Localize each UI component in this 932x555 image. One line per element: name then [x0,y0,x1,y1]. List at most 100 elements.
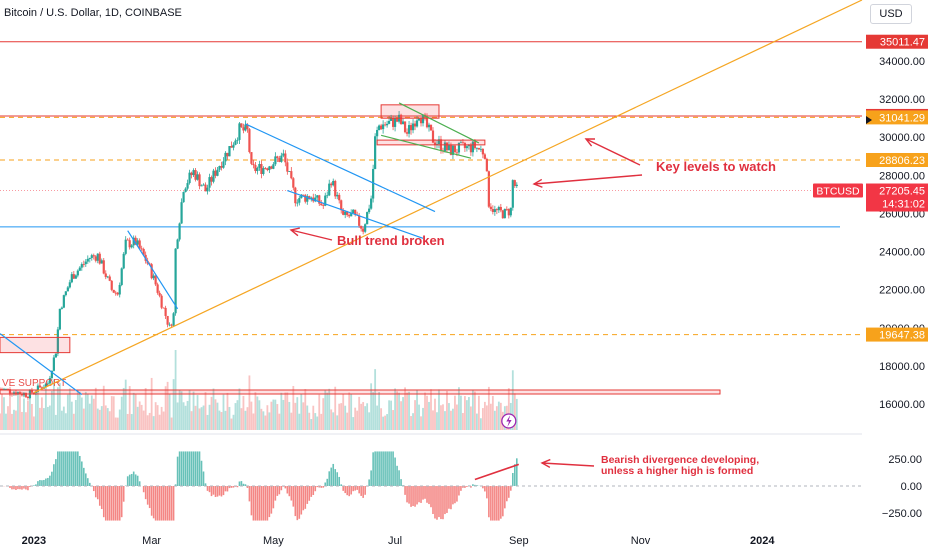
volume-bar [472,390,474,430]
volume-bar [498,402,500,430]
oscillator-bar [304,486,306,509]
oscillator-bar [87,478,89,486]
candle-body [296,203,298,204]
candle-body [180,202,182,223]
oscillator-bar [400,479,402,486]
volume-bar [310,419,312,430]
oscillator-bar [67,451,69,486]
volume-bar [199,408,201,430]
candle-body [388,121,390,124]
volume-bar [358,397,360,430]
candle-body [91,255,93,258]
volume-bar [143,411,145,430]
oscillator-bar [448,486,450,509]
oscillator-bar [410,486,412,507]
candle-body [276,156,278,158]
volume-bar [121,397,123,430]
candle-body [290,171,292,178]
candle-body [119,285,121,295]
volume-bar [87,394,89,430]
volume-bar [392,410,394,430]
oscillator-bar [217,486,219,497]
volume-bar [249,375,251,430]
oscillator-bar [215,486,217,497]
volume-bar [294,403,296,430]
candle-body [294,188,296,203]
oscillator-bar [135,474,137,486]
volume-bar [308,413,310,430]
candle-body [480,149,482,150]
candle-body [67,287,69,291]
oscillator-bar [368,479,370,486]
volume-bar [430,389,432,430]
volume-bar [183,402,185,430]
oscillator-bar [494,486,496,521]
oscillator-bar [25,486,27,489]
oscillator-bar [79,456,81,486]
candle-body [196,174,198,179]
arrow-divergence [542,463,594,466]
oscillator-bar [352,486,354,491]
oscillator-bar [171,486,173,521]
level-28806-tag-label: 28806.23 [879,155,925,167]
candle-body [172,313,174,325]
volume-bar [466,400,468,430]
price-tick-label: 16000.00 [879,399,925,411]
oscillator-bar [211,486,213,496]
volume-bar [255,392,257,430]
volume-bar [350,394,352,430]
oscillator-bar [295,486,297,516]
oscillator-bar [51,472,53,486]
oscillator-bar [163,486,165,521]
candle-body [95,256,97,260]
oscillator-bar [169,486,171,521]
volume-bar [450,411,452,430]
volume-bar [217,403,219,430]
currency-button[interactable]: USD [870,4,912,24]
candle-body [418,119,420,121]
channel-lower [287,191,423,239]
volume-bar [516,399,518,430]
candle-body [282,153,284,155]
volume-bar [5,414,7,430]
candle-body [392,118,394,127]
volume-bar [346,413,348,430]
volume-bar [89,404,91,430]
candle-body [206,188,208,192]
support-zone-left [0,337,70,352]
volume-bar [63,407,65,430]
oscillator-bar [446,486,448,513]
volume-bar [284,393,286,430]
oscillator-bar [121,486,123,517]
volume-bar [456,405,458,430]
volume-bar [460,396,462,430]
candle-body [131,245,133,247]
oscillator-bar [438,486,440,517]
volume-bar [61,411,63,430]
bull-trendline [34,0,862,393]
volume-bar [278,414,280,430]
oscillator-bar [362,486,364,498]
candle-body [316,195,318,197]
oscillator-bar [63,451,65,486]
candle-body [176,240,178,249]
candle-body [230,146,232,148]
volume-bar [1,394,3,430]
candle-body [298,198,300,203]
oscillator-bar [330,468,332,486]
oscillator-bar [428,486,430,504]
candle-body [380,126,382,130]
volume-bar [251,402,253,430]
candle-body [190,173,192,175]
candle-body [502,210,504,218]
oscillator-bar [486,486,488,498]
time-tick-label: 2023 [22,535,46,547]
oscillator-bar [492,486,494,521]
oscillator-bar [458,486,460,495]
candle-body [202,185,204,186]
oscillator-bar [396,466,398,486]
candle-body [161,296,163,308]
oscillator-bar [193,451,195,486]
